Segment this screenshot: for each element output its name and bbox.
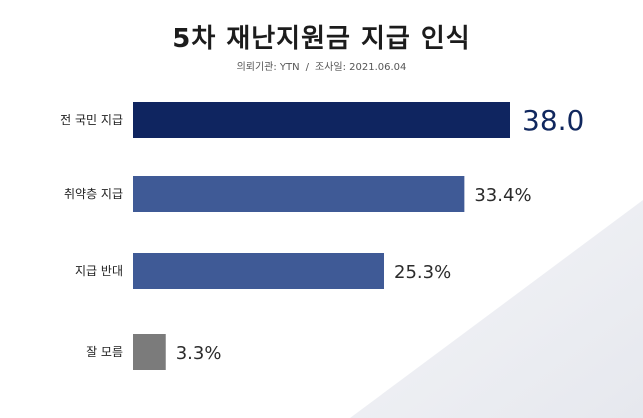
value-label: 38.0 [522,104,584,137]
bar [133,334,166,370]
survey-agency: 의뢰기관: YTN [236,62,300,73]
bar [133,253,385,289]
category-label: 잘 모름 [86,345,123,359]
survey-date: 조사일: 2021.06.04 [315,62,407,73]
chart-subtitle: 의뢰기관: YTN / 조사일: 2021.06.04 [0,58,643,73]
value-label: 25.3% [394,262,451,283]
subtitle-separator: / [305,62,309,73]
bar [133,176,465,212]
chart-title: 5차 재난지원금 지급 인식 [172,24,471,54]
category-label: 취약층 지급 [64,186,123,201]
bar [133,102,510,138]
category-label: 전 국민 지급 [60,113,123,127]
value-label: 3.3% [176,343,222,364]
category-label: 지급 반대 [75,264,123,278]
value-label: 33.4% [474,185,531,206]
